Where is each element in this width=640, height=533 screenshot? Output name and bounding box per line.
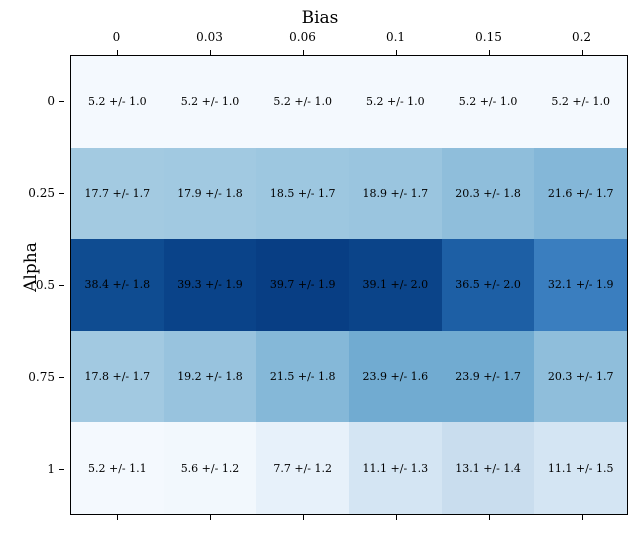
heatmap-cell: 32.1 +/- 1.9 [534, 239, 627, 331]
heatmap-cell: 20.3 +/- 1.7 [534, 331, 627, 423]
y-tick: 0.5 [34, 239, 64, 331]
heatmap-cell: 17.9 +/- 1.8 [164, 148, 257, 240]
bottom-tick [163, 515, 256, 521]
x-tick: 0 [70, 30, 163, 50]
heatmap-cell: 21.6 +/- 1.7 [534, 148, 627, 240]
x-tick: 0.15 [442, 30, 535, 50]
bottom-tick [442, 515, 535, 521]
heatmap-cell: 21.5 +/- 1.8 [256, 331, 349, 423]
heatmap-row: 5.2 +/- 1.05.2 +/- 1.05.2 +/- 1.05.2 +/-… [71, 56, 627, 148]
heatmap-row: 5.2 +/- 1.15.6 +/- 1.27.7 +/- 1.211.1 +/… [71, 422, 627, 514]
heatmap-cell: 36.5 +/- 2.0 [442, 239, 535, 331]
heatmap-cell: 5.2 +/- 1.0 [71, 56, 164, 148]
heatmap-cell: 7.7 +/- 1.2 [256, 422, 349, 514]
heatmap-cell: 5.2 +/- 1.0 [349, 56, 442, 148]
heatmap-row: 38.4 +/- 1.839.3 +/- 1.939.7 +/- 1.939.1… [71, 239, 627, 331]
heatmap-cell: 39.3 +/- 1.9 [164, 239, 257, 331]
heatmap-cell: 19.2 +/- 1.8 [164, 331, 257, 423]
heatmap-cell: 5.2 +/- 1.0 [534, 56, 627, 148]
x-tick: 0.03 [163, 30, 256, 50]
x-tick: 0.1 [349, 30, 442, 50]
y-tick: 0.25 [34, 147, 64, 239]
x-axis-label: Bias [0, 8, 640, 28]
x-tick: 0.06 [256, 30, 349, 50]
y-tick-labels: 0 0.25 0.5 0.75 1 [34, 55, 64, 515]
bottom-tick [535, 515, 628, 521]
heatmap-cell: 11.1 +/- 1.5 [534, 422, 627, 514]
x-bottom-ticks [70, 515, 628, 521]
heatmap-cell: 20.3 +/- 1.8 [442, 148, 535, 240]
heatmap-cell: 17.7 +/- 1.7 [71, 148, 164, 240]
heatmap-grid: 5.2 +/- 1.05.2 +/- 1.05.2 +/- 1.05.2 +/-… [70, 55, 628, 515]
x-tick: 0.2 [535, 30, 628, 50]
heatmap-cell: 39.1 +/- 2.0 [349, 239, 442, 331]
y-tick: 1 [34, 423, 64, 515]
y-tick: 0 [34, 55, 64, 147]
heatmap-cell: 5.2 +/- 1.1 [71, 422, 164, 514]
bottom-tick [349, 515, 442, 521]
heatmap-cell: 5.2 +/- 1.0 [442, 56, 535, 148]
heatmap-cell: 23.9 +/- 1.7 [442, 331, 535, 423]
heatmap-cell: 18.9 +/- 1.7 [349, 148, 442, 240]
heatmap-cell: 39.7 +/- 1.9 [256, 239, 349, 331]
heatmap-cell: 23.9 +/- 1.6 [349, 331, 442, 423]
heatmap-cell: 17.8 +/- 1.7 [71, 331, 164, 423]
heatmap-cell: 11.1 +/- 1.3 [349, 422, 442, 514]
heatmap-cell: 38.4 +/- 1.8 [71, 239, 164, 331]
heatmap-cell: 5.2 +/- 1.0 [164, 56, 257, 148]
heatmap-row: 17.8 +/- 1.719.2 +/- 1.821.5 +/- 1.823.9… [71, 331, 627, 423]
heatmap-cell: 5.6 +/- 1.2 [164, 422, 257, 514]
x-tick-labels: 0 0.03 0.06 0.1 0.15 0.2 [70, 30, 628, 50]
bottom-tick [70, 515, 163, 521]
heatmap-row: 17.7 +/- 1.717.9 +/- 1.818.5 +/- 1.718.9… [71, 148, 627, 240]
heatmap-cell: 18.5 +/- 1.7 [256, 148, 349, 240]
heatmap-cell: 5.2 +/- 1.0 [256, 56, 349, 148]
heatmap-cell: 13.1 +/- 1.4 [442, 422, 535, 514]
bottom-tick [256, 515, 349, 521]
y-tick: 0.75 [34, 331, 64, 423]
heatmap-figure: Bias Alpha 0 0.03 0.06 0.1 0.15 0.2 0 0.… [0, 0, 640, 533]
